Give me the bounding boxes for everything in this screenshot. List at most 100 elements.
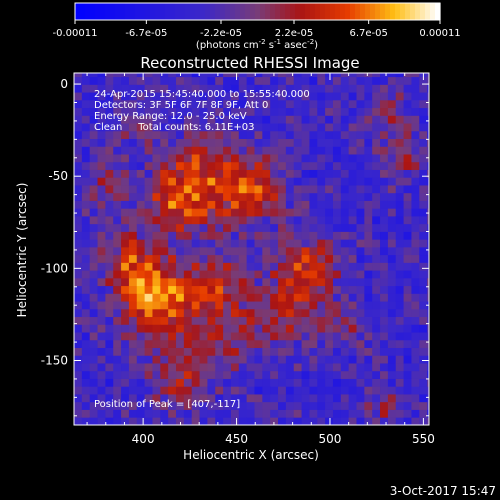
image-pixel <box>223 378 232 387</box>
image-pixel <box>254 409 263 418</box>
image-pixel <box>183 216 193 225</box>
image-pixel <box>262 169 271 178</box>
image-pixel <box>97 277 106 287</box>
image-pixel <box>128 161 138 170</box>
image-pixel <box>136 370 146 379</box>
image-pixel <box>168 177 177 186</box>
image-pixel <box>183 293 193 302</box>
image-pixel <box>136 115 146 124</box>
image-pixel <box>152 76 161 85</box>
image-pixel <box>105 192 114 201</box>
image-pixel <box>293 394 302 403</box>
image-pixel <box>191 169 200 178</box>
image-pixel <box>176 339 185 348</box>
image-pixel <box>309 208 318 217</box>
image-pixel <box>199 231 208 240</box>
image-pixel <box>254 161 263 170</box>
image-pixel <box>97 370 106 379</box>
image-pixel <box>427 115 430 124</box>
image-pixel <box>113 239 122 248</box>
image-pixel <box>246 347 255 356</box>
image-pixel <box>340 130 350 140</box>
image-pixel <box>372 401 381 410</box>
image-pixel <box>246 76 255 85</box>
image-pixel <box>128 223 138 232</box>
image-pixel <box>387 107 397 116</box>
image-pixel <box>380 316 389 325</box>
image-pixel <box>403 169 412 178</box>
image-pixel <box>278 293 287 302</box>
image-pixel <box>340 76 350 85</box>
image-pixel <box>348 239 357 248</box>
image-pixel <box>356 246 365 256</box>
image-pixel <box>207 332 216 341</box>
image-pixel <box>168 347 177 356</box>
image-pixel <box>207 417 216 426</box>
image-pixel <box>223 246 232 256</box>
colorbar-tick-label: 2.2e-05 <box>275 28 313 39</box>
image-pixel <box>199 355 208 364</box>
image-pixel <box>207 301 216 310</box>
image-pixel <box>105 370 114 379</box>
image-pixel <box>348 254 357 263</box>
image-pixel <box>332 316 342 325</box>
image-pixel <box>89 231 98 240</box>
image-pixel <box>372 277 381 287</box>
image-pixel <box>97 154 106 163</box>
image-pixel <box>89 200 98 209</box>
image-pixel <box>387 216 397 225</box>
image-pixel <box>199 177 208 186</box>
image-pixel <box>74 347 83 356</box>
y-tick-label: -50 <box>48 169 68 183</box>
image-pixel <box>317 401 326 410</box>
image-pixel <box>160 277 169 287</box>
image-pixel <box>191 177 200 186</box>
image-pixel <box>372 73 381 78</box>
image-pixel <box>293 386 302 395</box>
image-pixel <box>364 192 373 201</box>
colorbar-cell <box>200 3 206 20</box>
image-pixel <box>356 339 365 348</box>
image-pixel <box>81 324 91 333</box>
image-pixel <box>372 154 381 163</box>
image-pixel <box>427 270 430 279</box>
image-pixel <box>285 277 295 287</box>
image-pixel <box>105 246 114 256</box>
image-pixel <box>301 324 310 333</box>
image-pixel <box>81 146 91 155</box>
image-pixel <box>372 239 381 248</box>
image-pixel <box>128 208 138 217</box>
image-pixel <box>183 84 193 93</box>
image-pixel <box>152 332 161 341</box>
image-pixel <box>230 115 240 124</box>
image-pixel <box>223 223 232 232</box>
image-pixel <box>348 208 357 217</box>
image-pixel <box>160 355 169 364</box>
image-pixel <box>285 200 295 209</box>
image-pixel <box>340 246 350 256</box>
image-pixel <box>285 254 295 263</box>
image-pixel <box>380 401 389 410</box>
colorbar-cell <box>280 3 286 20</box>
image-pixel <box>317 347 326 356</box>
colorbar-cell <box>175 3 181 20</box>
image-pixel <box>309 231 318 240</box>
image-pixel <box>230 99 240 109</box>
image-pixel <box>121 154 130 163</box>
image-pixel <box>340 254 350 263</box>
image-pixel <box>136 138 146 147</box>
image-pixel <box>293 161 302 170</box>
colorbar-cell <box>110 3 116 20</box>
image-pixel <box>168 200 177 209</box>
image-pixel <box>309 301 318 310</box>
image-pixel <box>246 138 255 147</box>
image-pixel <box>176 270 185 279</box>
image-pixel <box>348 200 357 209</box>
image-pixel <box>317 115 326 124</box>
image-pixel <box>301 177 310 186</box>
image-pixel <box>128 154 138 163</box>
image-pixel <box>364 386 373 395</box>
annotation-energy: Energy Range: 12.0 - 25.0 keV <box>94 111 247 122</box>
image-pixel <box>419 332 428 341</box>
image-pixel <box>183 332 193 341</box>
